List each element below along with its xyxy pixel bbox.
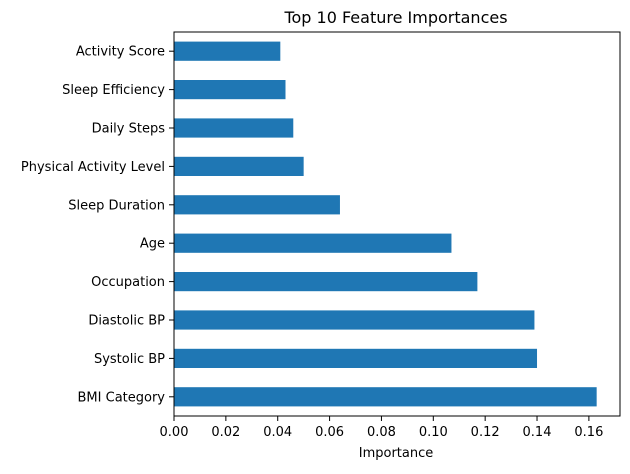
y-tick-label-activity-score: Activity Score [76, 45, 165, 60]
y-tick-label-age: Age [140, 237, 165, 252]
bar-systolic-bp [174, 348, 538, 368]
bar-diastolic-bp [174, 310, 535, 330]
x-tick-label: 0.16 [574, 425, 603, 440]
y-axis-ticks: Activity Score Sleep Efficiency Daily Step… [21, 45, 174, 405]
bar-physical-activity-level [174, 156, 304, 176]
x-tick-label: 0.08 [367, 425, 396, 440]
x-tick-label: 0.12 [471, 425, 500, 440]
y-tick-label-bmi-category: BMI Category [78, 390, 166, 405]
bar-activity-score [174, 41, 281, 61]
y-tick-label-systolic-bp: Systolic BP [94, 352, 165, 367]
y-tick-label-physical-activity-level: Physical Activity Level [21, 160, 165, 175]
x-tick-label: 0.14 [523, 425, 552, 440]
x-tick-label: 0.00 [160, 425, 189, 440]
bar-occupation [174, 272, 478, 292]
y-tick-label-occupation: Occupation [91, 275, 165, 290]
y-tick-label-diastolic-bp: Diastolic BP [88, 314, 165, 329]
bars-group [174, 41, 597, 407]
x-axis-ticks: 0.00 0.02 0.04 0.06 0.08 0.10 0.12 0.14 0.16 [160, 416, 603, 440]
y-tick-label-daily-steps: Daily Steps [92, 122, 166, 137]
x-axis-label: Importance [359, 446, 434, 461]
plot-frame [173, 31, 621, 417]
x-tick-label: 0.02 [211, 425, 240, 440]
bar-sleep-duration [174, 195, 340, 215]
chart-title: Top 10 Feature Importances [283, 8, 507, 27]
bar-sleep-efficiency [174, 80, 286, 100]
x-tick-label: 0.06 [315, 425, 344, 440]
bar-bmi-category [174, 387, 597, 407]
bar-age [174, 233, 452, 253]
y-tick-label-sleep-duration: Sleep Duration [68, 198, 165, 213]
x-tick-label: 0.10 [419, 425, 448, 440]
x-tick-label: 0.04 [263, 425, 292, 440]
y-tick-label-sleep-efficiency: Sleep Efficiency [62, 83, 165, 98]
bar-daily-steps [174, 118, 294, 138]
